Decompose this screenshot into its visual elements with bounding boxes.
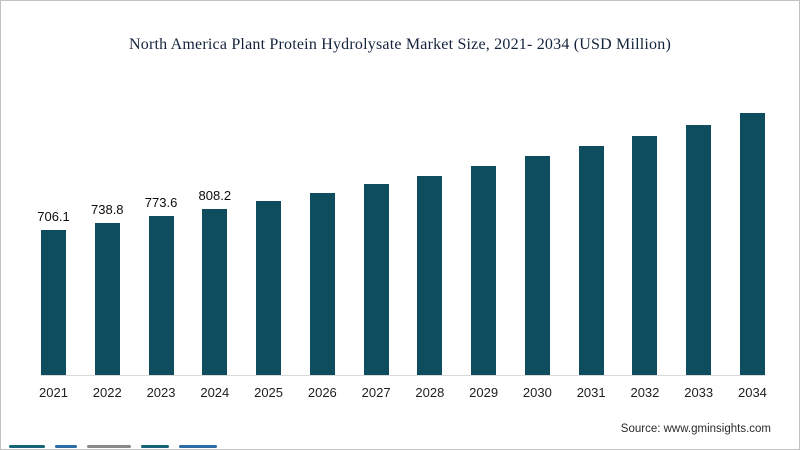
x-axis-label: 2024 bbox=[200, 385, 230, 400]
bar-2021 bbox=[41, 230, 66, 375]
bar-2022 bbox=[94, 223, 120, 375]
bar-2029 bbox=[471, 166, 497, 375]
bar-group: 2031 bbox=[577, 146, 606, 400]
strip-segment bbox=[141, 445, 169, 448]
bar-2031 bbox=[578, 146, 604, 375]
bar-2028 bbox=[417, 176, 443, 375]
x-axis-label: 2029 bbox=[469, 385, 499, 400]
x-axis-label: 2032 bbox=[630, 385, 660, 400]
bar-group: 2029 bbox=[469, 166, 498, 400]
strip-segment bbox=[87, 445, 131, 448]
x-axis-label: 2026 bbox=[307, 385, 337, 400]
bar-group: 738.8 2022 bbox=[91, 202, 124, 400]
x-axis-label: 2022 bbox=[92, 385, 122, 400]
x-axis-label: 2033 bbox=[684, 385, 714, 400]
x-axis-label: 2034 bbox=[737, 385, 767, 400]
x-axis-label: 2025 bbox=[254, 385, 284, 400]
bar-2023 bbox=[148, 216, 174, 375]
x-axis-label: 2021 bbox=[39, 385, 68, 400]
bar-group: 2030 bbox=[523, 156, 552, 400]
x-axis-label: 2027 bbox=[361, 385, 391, 400]
source-text: Source: www.gminsights.com bbox=[621, 423, 771, 435]
bar-value-label: 773.6 bbox=[144, 195, 178, 210]
bar-group: 2034 bbox=[738, 113, 767, 400]
x-axis-label: 2031 bbox=[576, 385, 606, 400]
x-axis-label: 2030 bbox=[522, 385, 552, 400]
bar-chart: 706.1 2021 738.8 2022 773.6 2023 808.2 2024 2025… bbox=[37, 76, 767, 400]
bar-2027 bbox=[363, 184, 389, 375]
strip-segment bbox=[179, 445, 217, 448]
bar-2024 bbox=[202, 209, 228, 375]
bar-group: 2025 bbox=[254, 201, 283, 400]
bar-group: 2032 bbox=[630, 136, 659, 400]
bar-2030 bbox=[524, 156, 550, 375]
x-axis-label: 2023 bbox=[146, 385, 176, 400]
bar-value-label: 808.2 bbox=[198, 188, 232, 203]
strip-segment bbox=[9, 445, 45, 448]
strip-segment bbox=[55, 445, 77, 448]
bar-group: 706.1 2021 bbox=[37, 209, 70, 400]
source-label: Source: bbox=[620, 423, 661, 435]
bar-group: 2033 bbox=[684, 125, 713, 400]
source-url: www.gminsights.com bbox=[663, 423, 771, 435]
bar-2033 bbox=[686, 125, 712, 375]
bar-value-label: 706.1 bbox=[37, 209, 70, 224]
bar-group: 2028 bbox=[415, 176, 444, 400]
bar-2034 bbox=[739, 113, 765, 375]
bottom-strip bbox=[9, 445, 217, 448]
bar-value-label: 738.8 bbox=[91, 202, 124, 217]
bar-group: 808.2 2024 bbox=[199, 188, 232, 400]
chart-title: North America Plant Protein Hydrolysate … bbox=[129, 36, 671, 53]
bar-group: 773.6 2023 bbox=[145, 195, 178, 400]
bar-group: 2027 bbox=[362, 184, 391, 400]
bar-2025 bbox=[256, 201, 282, 375]
bar-2032 bbox=[632, 136, 658, 375]
bar-group: 2026 bbox=[308, 193, 337, 400]
bar-2026 bbox=[309, 193, 335, 375]
x-axis-label: 2028 bbox=[415, 385, 445, 400]
